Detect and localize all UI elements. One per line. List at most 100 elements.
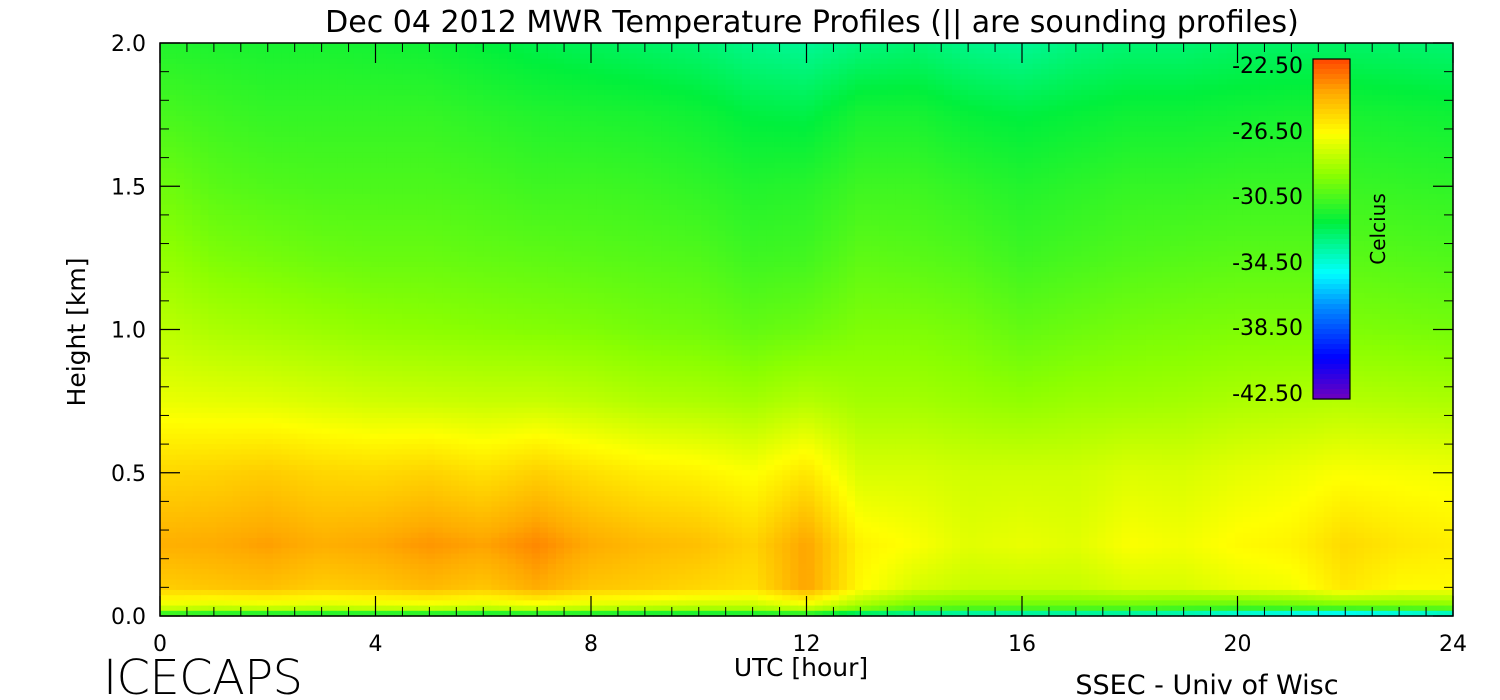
heatmap-cell — [483, 95, 492, 101]
heatmap-cell — [426, 397, 436, 404]
heatmap-cell — [426, 209, 436, 216]
heatmap-cell — [418, 214, 428, 221]
heatmap-cell — [499, 522, 509, 529]
heatmap-cell — [483, 115, 492, 122]
heatmap-cell — [168, 480, 177, 487]
heatmap-cell — [507, 334, 517, 341]
heatmap-cell — [240, 527, 250, 534]
heatmap-cell — [232, 579, 242, 586]
heatmap-cell — [459, 324, 468, 331]
heatmap-cell — [434, 371, 444, 377]
heatmap-cell — [184, 157, 193, 164]
heatmap-cell — [491, 433, 501, 440]
heatmap-cell — [297, 579, 307, 586]
heatmap-cell — [256, 595, 266, 601]
heatmap-cell — [281, 69, 290, 75]
heatmap-cell — [345, 100, 355, 107]
heatmap-cell — [442, 537, 452, 544]
heatmap-cell — [273, 220, 282, 226]
heatmap-cell — [450, 230, 460, 237]
heatmap-cell — [507, 485, 517, 492]
heatmap-cell — [208, 261, 218, 268]
heatmap-cell — [329, 173, 339, 180]
heatmap-cell — [168, 543, 177, 549]
heatmap-cell — [281, 209, 290, 216]
heatmap-cell — [362, 589, 371, 596]
heatmap-cell — [370, 464, 379, 471]
heatmap-cell — [289, 438, 298, 445]
heatmap-cell — [216, 188, 226, 195]
heatmap-cell — [168, 298, 177, 305]
heatmap-cell — [378, 480, 387, 487]
heatmap-cell — [491, 444, 501, 450]
heatmap-cell — [515, 595, 525, 601]
heatmap-cell — [491, 423, 501, 430]
heatmap-cell — [394, 126, 404, 133]
heatmap-cell — [176, 230, 185, 237]
heatmap-cell — [192, 136, 201, 143]
heatmap-cell — [442, 334, 452, 341]
heatmap-cell — [240, 392, 250, 398]
heatmap-cell — [475, 95, 484, 101]
heatmap-cell — [289, 100, 298, 107]
heatmap-cell — [434, 220, 444, 226]
heatmap-cell — [402, 43, 412, 49]
heatmap-cell — [450, 298, 460, 305]
heatmap-cell — [232, 298, 242, 305]
heatmap-cell — [208, 230, 218, 237]
heatmap-cell — [426, 386, 436, 393]
heatmap-cell — [475, 595, 484, 601]
heatmap-cell — [289, 517, 298, 523]
heatmap-cell — [515, 162, 525, 169]
heatmap-cell — [256, 141, 266, 148]
heatmap-cell — [434, 543, 444, 549]
heatmap-cell — [321, 381, 331, 388]
heatmap-cell — [168, 79, 177, 86]
heatmap-cell — [273, 407, 282, 414]
heatmap-cell — [297, 339, 307, 346]
heatmap-cell — [507, 126, 517, 133]
heatmap-cell — [289, 522, 298, 529]
heatmap-cell — [434, 319, 444, 325]
heatmap-cell — [370, 610, 379, 617]
heatmap-cell — [386, 475, 395, 482]
heatmap-cell — [345, 214, 355, 221]
heatmap-cell — [232, 173, 242, 180]
heatmap-cell — [329, 365, 339, 372]
heatmap-cell — [184, 376, 193, 383]
heatmap-cell — [289, 194, 298, 200]
heatmap-cell — [289, 527, 298, 534]
heatmap-cell — [216, 266, 226, 273]
heatmap-cell — [515, 178, 525, 185]
heatmap-cell — [386, 402, 395, 409]
heatmap-cell — [208, 95, 218, 101]
heatmap-cell — [337, 589, 347, 596]
heatmap-cell — [281, 511, 290, 518]
heatmap-cell — [329, 381, 339, 388]
heatmap-cell — [386, 574, 395, 581]
heatmap-cell — [394, 266, 404, 273]
heatmap-cell — [192, 517, 201, 523]
heatmap-cell — [386, 79, 395, 86]
heatmap-cell — [192, 386, 201, 393]
heatmap-cell — [345, 595, 355, 601]
heatmap-cell — [345, 261, 355, 268]
heatmap-cell — [337, 63, 347, 70]
heatmap-cell — [515, 58, 525, 65]
heatmap-cell — [467, 214, 476, 221]
heatmap-cell — [426, 121, 436, 127]
heatmap-cell — [459, 418, 468, 424]
heatmap-cell — [297, 277, 307, 284]
heatmap-cell — [353, 121, 363, 127]
heatmap-cell — [176, 324, 185, 331]
heatmap-cell — [475, 225, 484, 232]
heatmap-cell — [394, 610, 404, 617]
heatmap-cell — [434, 506, 444, 513]
heatmap-cell — [200, 418, 210, 424]
heatmap-cell — [184, 131, 193, 138]
heatmap-cell — [353, 282, 363, 289]
heatmap-cell — [410, 84, 420, 91]
heatmap-cell — [184, 100, 193, 107]
heatmap-cell — [483, 610, 492, 617]
heatmap-cell — [442, 438, 452, 445]
